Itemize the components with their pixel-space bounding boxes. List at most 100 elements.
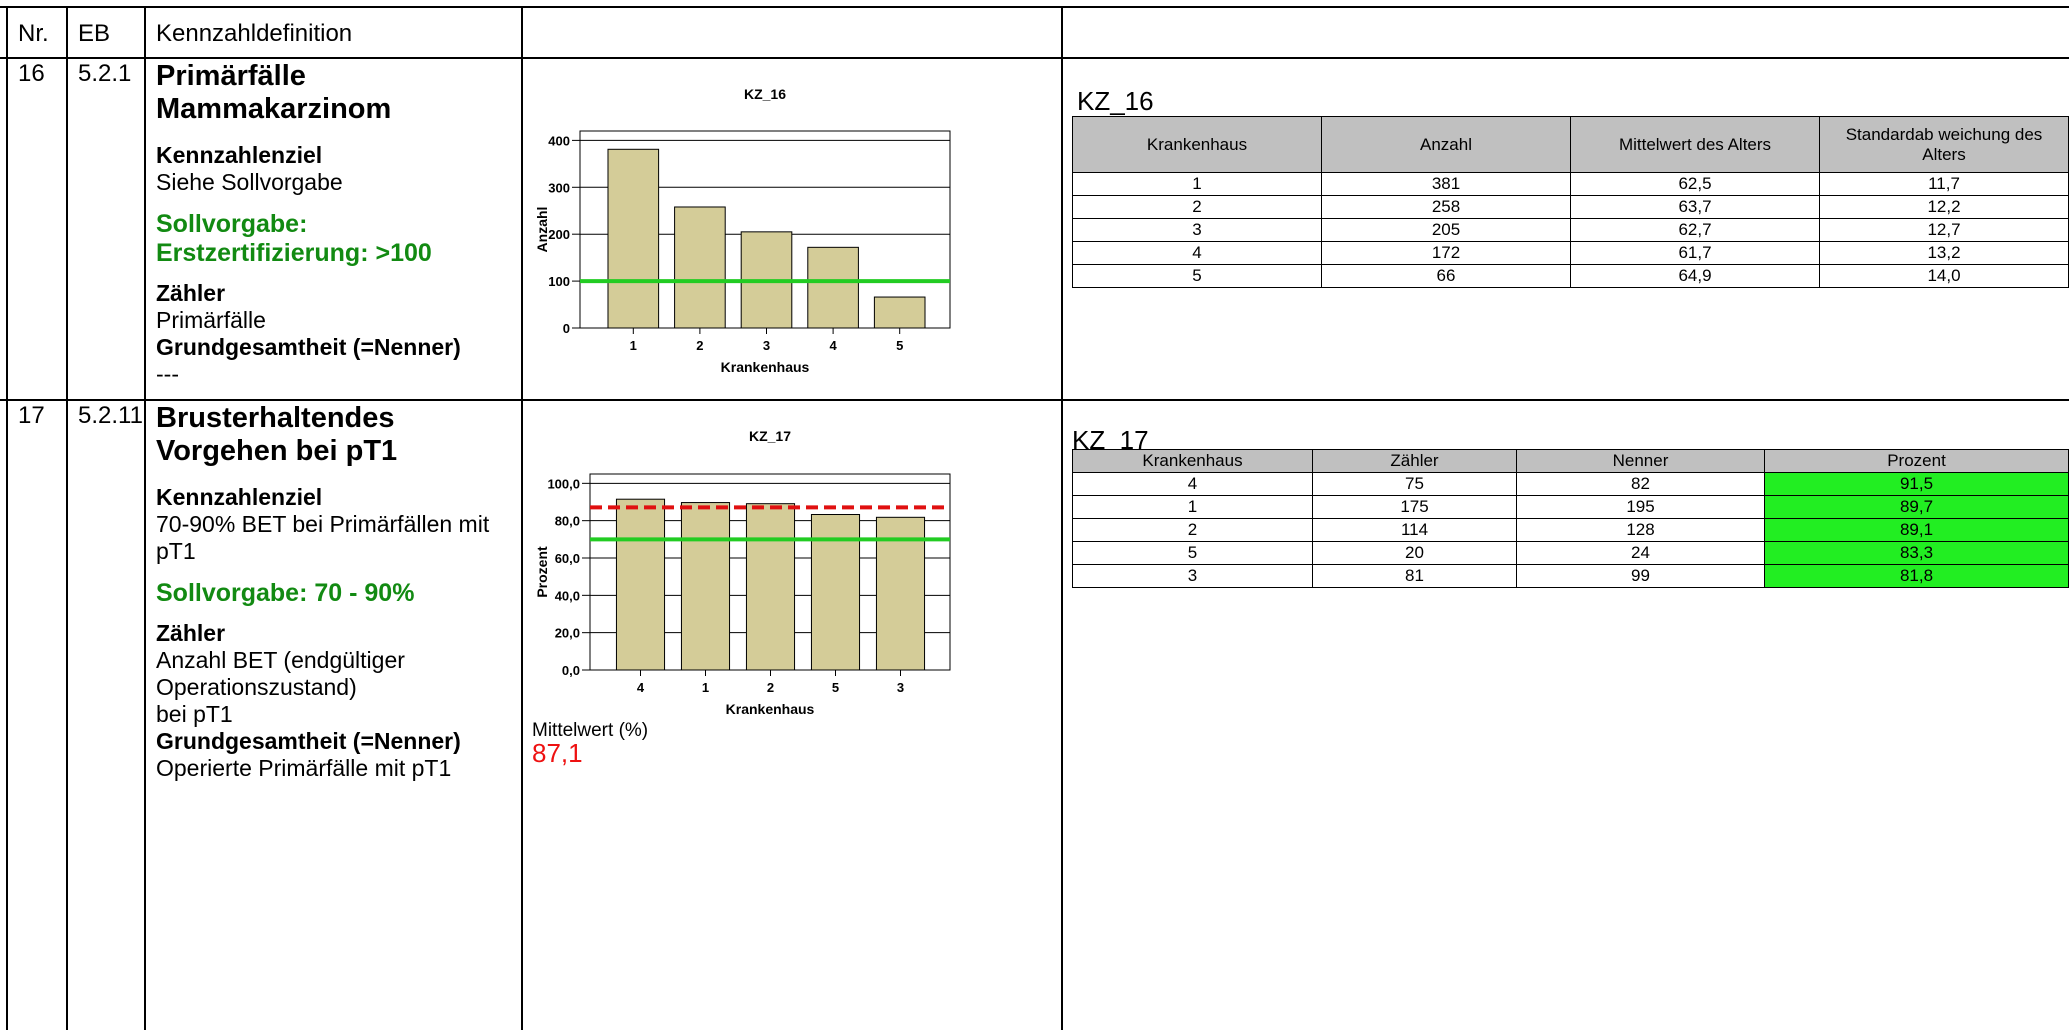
x-tick-label: 3	[897, 680, 904, 695]
x-tick-label: 1	[702, 680, 709, 695]
table-row: 5 66 64,9 14,0	[1072, 264, 2069, 288]
table-cell: 12,2	[1819, 195, 2069, 219]
table-cell: 2	[1072, 195, 1322, 219]
table-row: 1 381 62,5 11,7	[1072, 172, 2069, 196]
table-cell: 99	[1516, 564, 1765, 588]
row-17-definition: Brusterhaltendes Vorgehen bei pT1 Kennza…	[156, 402, 518, 782]
table-cell: 114	[1312, 518, 1517, 542]
x-tick-label: 2	[696, 338, 703, 353]
table-row: 4 75 82 91,5	[1072, 472, 2069, 496]
col-border-left	[6, 6, 8, 1030]
col-border-eb	[144, 6, 146, 1030]
x-tick-label: 5	[832, 680, 839, 695]
table-cell: 205	[1321, 218, 1571, 242]
table-cell: 62,5	[1570, 172, 1820, 196]
header-definition: Kennzahldefinition	[156, 20, 353, 47]
y-tick-label: 300	[548, 180, 570, 195]
col-border-nr	[66, 6, 68, 1030]
table-top-border	[0, 6, 2069, 8]
table-row: 3 81 99 81,8	[1072, 564, 2069, 588]
column-header: Krankenhaus	[1072, 116, 1322, 173]
table-kz16: Krankenhaus Anzahl Mittelwert des Alters…	[1072, 116, 2069, 288]
kennzahlenziel-text: Siehe Sollvorgabe	[156, 169, 343, 195]
indicator-title: Primärfälle Mammakarzinom	[156, 60, 392, 125]
table-cell: 2	[1072, 518, 1313, 542]
indicator-title: Brusterhaltendes Vorgehen bei pT1	[156, 402, 398, 467]
y-tick-label: 100	[548, 274, 570, 289]
table-cell: 81	[1312, 564, 1517, 588]
header-nr: Nr.	[18, 20, 49, 47]
table-cell: 24	[1516, 541, 1765, 565]
table-cell-percent: 81,8	[1764, 564, 2069, 588]
table-cell: 128	[1516, 518, 1765, 542]
table-cell: 82	[1516, 472, 1765, 496]
chart-kz16: KZ_16 0 100 200 300 400 1 2 3 4 5 Krankenhaus Anzahl	[534, 86, 951, 375]
column-header: Nenner	[1516, 449, 1765, 473]
table-cell: 64,9	[1570, 264, 1820, 288]
table-row: 5 20 24 83,3	[1072, 541, 2069, 565]
bar	[807, 246, 859, 329]
x-tick-label: 3	[763, 338, 770, 353]
x-tick-label: 4	[829, 338, 837, 353]
kennzahlenziel-text: 70-90% BET bei Primärfällen mit pT1	[156, 511, 490, 564]
sollvorgabe: Sollvorgabe: Erstzertifizierung: >100	[156, 210, 432, 267]
column-header: Zähler	[1312, 449, 1517, 473]
table-cell: 3	[1072, 218, 1322, 242]
table-cell: 14,0	[1819, 264, 2069, 288]
nenner-text: ---	[156, 361, 179, 387]
header-bottom-border	[0, 57, 2069, 59]
table-cell-percent: 89,1	[1764, 518, 2069, 542]
column-header: Mittelwert des Alters	[1570, 116, 1820, 173]
row-17-eb: 5.2.11	[78, 402, 143, 429]
table-cell: 4	[1072, 472, 1313, 496]
bar	[607, 148, 660, 329]
zaehler-label: Zähler	[156, 280, 226, 306]
table-cell: 12,7	[1819, 218, 2069, 242]
table-cell-percent: 91,5	[1764, 472, 2069, 496]
table-cell: 1	[1072, 172, 1322, 196]
column-header: Prozent	[1764, 449, 2069, 473]
table-row: 2 258 63,7 12,2	[1072, 195, 2069, 219]
bar	[875, 516, 926, 671]
bar	[674, 206, 726, 329]
nenner-label: Grundgesamtheit (=Nenner)	[156, 728, 461, 754]
y-tick-label: 40,0	[555, 588, 580, 603]
zaehler-text: Anzahl BET (endgültiger Operationszustan…	[156, 647, 405, 700]
x-tick-label: 4	[637, 680, 645, 695]
table-cell: 4	[1072, 241, 1322, 265]
x-axis-label: Krankenhaus	[721, 359, 810, 375]
mittelwert-label: Mittelwert (%)	[532, 720, 649, 741]
bar	[745, 503, 796, 671]
kennzahlenziel-label: Kennzahlenziel	[156, 142, 323, 168]
table-cell: 63,7	[1570, 195, 1820, 219]
table-cell: 75	[1312, 472, 1517, 496]
chart-title: KZ_17	[749, 428, 791, 444]
header-eb: EB	[78, 20, 111, 47]
col-border-definition	[521, 6, 523, 1030]
kennzahlenziel-label: Kennzahlenziel	[156, 484, 323, 510]
table-cell: 61,7	[1570, 241, 1820, 265]
row-16-definition: Primärfälle Mammakarzinom Kennzahlenziel…	[156, 60, 516, 388]
table-cell: 1	[1072, 495, 1313, 519]
column-header: Anzahl	[1321, 116, 1571, 173]
x-tick-label: 5	[896, 338, 903, 353]
table-cell: 3	[1072, 564, 1313, 588]
zaehler-text-continued: bei pT1	[156, 701, 233, 727]
y-tick-label: 0,0	[562, 663, 580, 678]
table-cell: 11,7	[1819, 172, 2069, 196]
mittelwert-value: 87,1	[532, 738, 583, 768]
x-tick-label: 1	[630, 338, 637, 353]
table-cell: 5	[1072, 264, 1322, 288]
bar	[615, 498, 666, 671]
table-cell: 5	[1072, 541, 1313, 565]
table-cell: 62,7	[1570, 218, 1820, 242]
table-cell-percent: 89,7	[1764, 495, 2069, 519]
y-axis-label: Prozent	[534, 546, 550, 598]
y-tick-label: 0	[563, 321, 570, 336]
table-cell: 258	[1321, 195, 1571, 219]
table-row: 3 205 62,7 12,7	[1072, 218, 2069, 242]
bar	[873, 296, 926, 329]
table-kz16-title: KZ_16	[1077, 86, 1154, 116]
y-tick-label: 60,0	[555, 551, 580, 566]
chart-title: KZ_16	[744, 86, 786, 102]
